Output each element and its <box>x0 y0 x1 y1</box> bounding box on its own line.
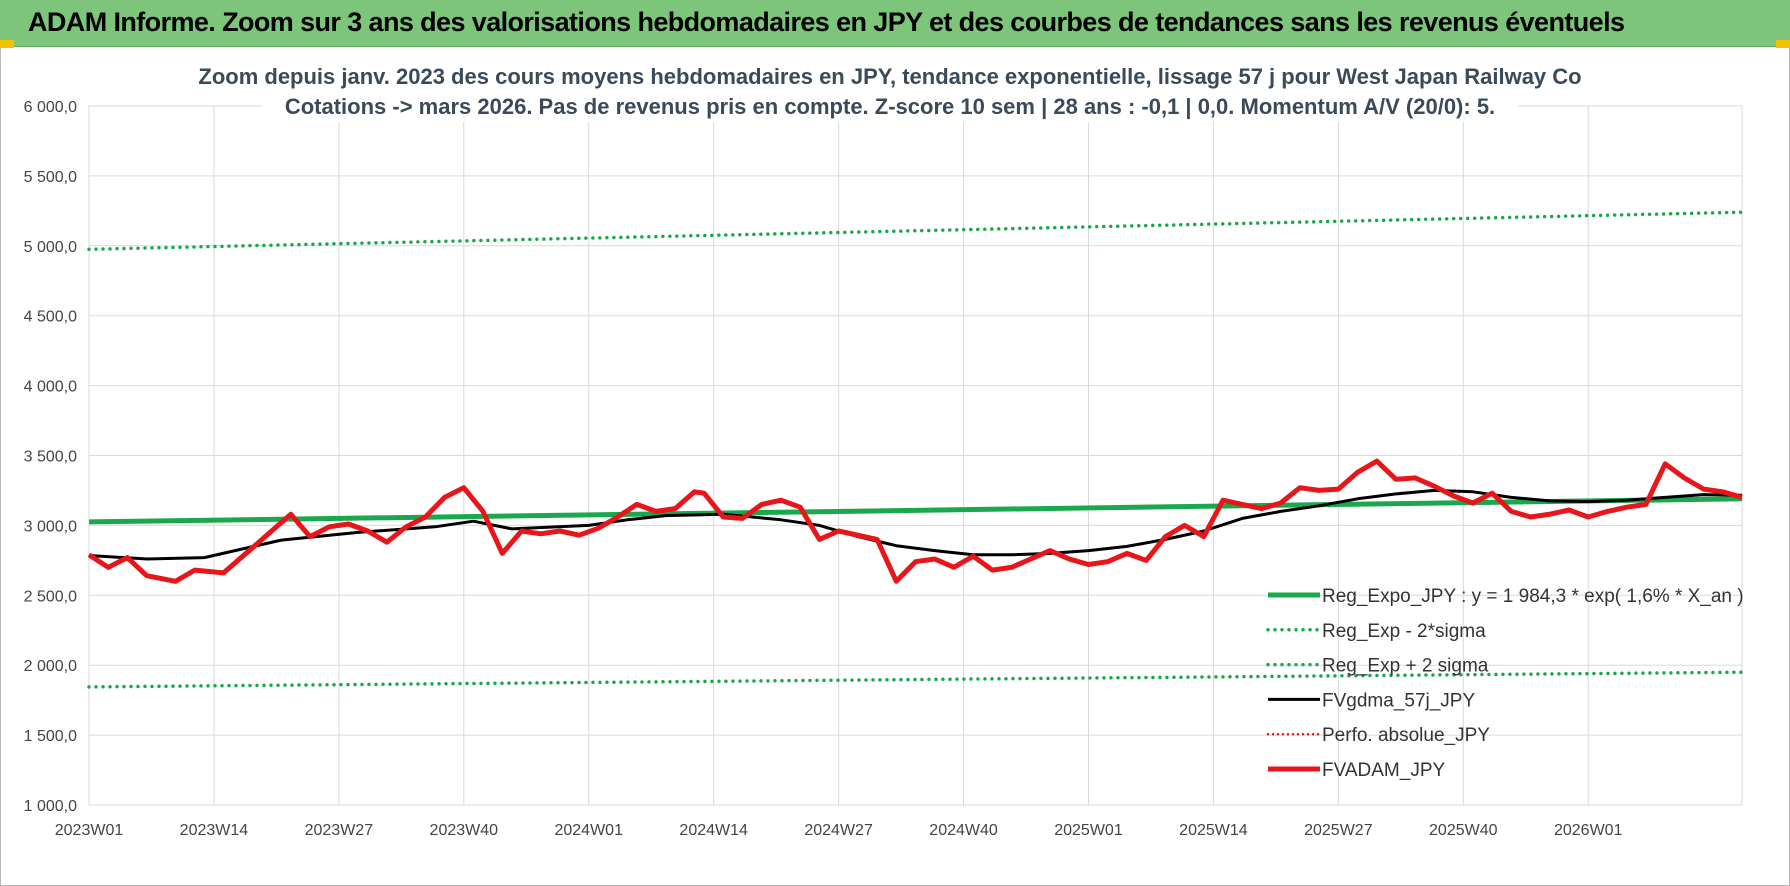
y-tick-label: 5 000,0 <box>24 239 77 256</box>
x-tick-label: 2024W14 <box>679 822 748 839</box>
line-chart: 1 000,0 1 500,0 2 000,0 2 500,0 3 000,0 3 500… <box>24 58 1744 839</box>
legend-label: FVADAM_JPY <box>1322 760 1446 781</box>
chart-title-line-2: Cotations -> mars 2026. Pas de revenus p… <box>285 94 1495 119</box>
y-axis-tick-labels: 1 000,0 1 500,0 2 000,0 2 500,0 3 000,0 3 500… <box>24 99 77 815</box>
series-line-6 <box>87 458 1743 584</box>
chart-series <box>87 210 1744 689</box>
chart-grid <box>88 105 1743 806</box>
x-tick-label: 2024W27 <box>804 822 873 839</box>
chart-title-background <box>262 58 1518 122</box>
x-tick-label: 2023W14 <box>180 822 249 839</box>
legend-label: Reg_Exp + 2 sigma <box>1322 656 1489 677</box>
right-corner-accent <box>1776 40 1790 48</box>
series-line-1 <box>88 496 1743 525</box>
x-tick-label: 2025W27 <box>1304 822 1373 839</box>
legend-label: FVgdma_57j_JPY <box>1322 690 1475 711</box>
y-tick-label: 2 500,0 <box>24 588 77 605</box>
chart-title-line-1: Zoom depuis janv. 2023 des cours moyens … <box>198 64 1581 89</box>
x-tick-label: 2023W40 <box>430 822 499 839</box>
x-tick-label: 2024W01 <box>554 822 623 839</box>
report-title: ADAM Informe. Zoom sur 3 ans des valoris… <box>28 7 1625 37</box>
series-line-3 <box>87 210 1744 252</box>
x-tick-label: 2024W40 <box>929 822 998 839</box>
y-tick-label: 2 000,0 <box>24 658 77 675</box>
y-tick-label: 1 000,0 <box>24 798 77 815</box>
legend-label: Reg_Expo_JPY : y = 1 984,3 * exp( 1,6% *… <box>1322 586 1744 607</box>
x-tick-label: 2026W01 <box>1554 822 1623 839</box>
y-tick-label: 4 000,0 <box>24 379 77 396</box>
x-tick-label: 2025W01 <box>1054 822 1123 839</box>
y-tick-label: 3 000,0 <box>24 518 77 535</box>
x-tick-label: 2023W01 <box>55 822 124 839</box>
chart-title-box: Zoom depuis janv. 2023 des cours moyens … <box>198 58 1582 122</box>
y-tick-label: 1 500,0 <box>24 728 77 745</box>
x-axis-tick-labels: 2023W01 2023W14 2023W27 2023W40 2024W01 2024W… <box>55 822 1623 839</box>
chart-legend: Reg_Expo_JPY : y = 1 984,3 * exp( 1,6% *… <box>1266 586 1744 781</box>
legend-label: Perfo. absolue_JPY <box>1322 725 1490 746</box>
y-tick-label: 6 000,0 <box>24 99 77 116</box>
y-tick-label: 5 500,0 <box>24 169 77 186</box>
y-tick-label: 4 500,0 <box>24 309 77 326</box>
x-tick-label: 2023W27 <box>305 822 374 839</box>
x-tick-label: 2025W14 <box>1179 822 1248 839</box>
y-tick-label: 3 500,0 <box>24 449 77 466</box>
series-line-2 <box>87 670 1744 689</box>
series-line-4 <box>88 488 1743 561</box>
legend-label: Reg_Exp - 2*sigma <box>1322 621 1486 642</box>
left-corner-accent <box>0 40 14 48</box>
x-tick-label: 2025W40 <box>1429 822 1498 839</box>
report-header-bar: ADAM Informe. Zoom sur 3 ans des valoris… <box>0 0 1790 47</box>
